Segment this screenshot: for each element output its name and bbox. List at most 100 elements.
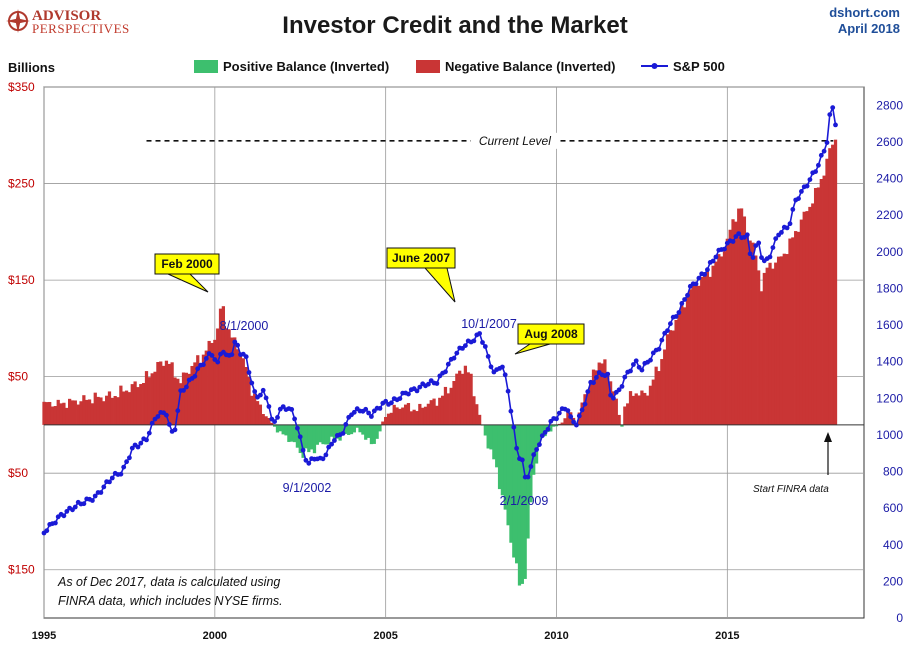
right-tick-label: 2400 bbox=[876, 172, 903, 186]
positive-balance-bar bbox=[500, 424, 505, 496]
negative-balance-bar bbox=[238, 355, 243, 425]
positive-balance-bar bbox=[321, 424, 325, 445]
sp500-point bbox=[203, 356, 209, 361]
negative-balance-bar bbox=[762, 272, 766, 425]
sp500-point bbox=[109, 475, 115, 481]
negative-balance-bar bbox=[765, 267, 769, 425]
positive-balance-bar bbox=[278, 424, 282, 432]
negative-balance-bar bbox=[452, 381, 456, 425]
sp500-point bbox=[414, 388, 420, 394]
negative-balance-bar bbox=[774, 262, 778, 425]
sp500-point bbox=[639, 367, 645, 373]
sp500-point bbox=[608, 392, 613, 398]
positive-balance-bar bbox=[281, 424, 285, 435]
sp500-point bbox=[303, 457, 309, 463]
sp500-point bbox=[329, 441, 334, 447]
negative-balance-bar bbox=[247, 376, 251, 425]
negative-balance-bar bbox=[463, 365, 468, 425]
sp500-point bbox=[275, 415, 280, 420]
sp500-point bbox=[804, 183, 810, 189]
negative-balance-bar bbox=[62, 402, 66, 425]
positive-balance-bar bbox=[287, 424, 291, 442]
sp500-point bbox=[260, 387, 266, 393]
sp500-point bbox=[622, 374, 628, 380]
negative-balance-bar bbox=[187, 373, 191, 425]
sp500-point bbox=[648, 357, 653, 363]
sp500-point bbox=[779, 230, 784, 235]
negative-balance-bar bbox=[150, 373, 154, 425]
negative-balance-bar bbox=[640, 390, 644, 425]
positive-balance-bar bbox=[366, 424, 371, 438]
negative-balance-bar bbox=[674, 319, 678, 425]
negative-balance-bar bbox=[648, 385, 653, 425]
sp500-point bbox=[363, 406, 369, 412]
negative-balance-bar bbox=[788, 238, 792, 425]
negative-balance-bar bbox=[680, 303, 684, 425]
positive-balance-bar bbox=[483, 424, 487, 436]
negative-balance-bar bbox=[127, 392, 132, 425]
negative-balance-bar bbox=[816, 187, 821, 425]
positive-balance-bar bbox=[515, 424, 519, 564]
negative-balance-bar bbox=[663, 349, 667, 425]
sp500-point bbox=[736, 231, 742, 237]
negative-balance-bar bbox=[460, 373, 465, 425]
sp500-point bbox=[773, 236, 779, 242]
negative-balance-bar bbox=[589, 380, 593, 425]
negative-balance-bar bbox=[475, 404, 479, 425]
negative-balance-bar bbox=[73, 400, 77, 425]
negative-balance-bar bbox=[677, 314, 681, 425]
negative-balance-bar bbox=[683, 307, 687, 425]
sp500-point bbox=[300, 447, 306, 453]
positive-balance-bar bbox=[327, 424, 331, 445]
sp500-point bbox=[292, 416, 297, 422]
sp500-point bbox=[807, 177, 813, 183]
right-tick-label: 2600 bbox=[876, 135, 903, 149]
sp500-point bbox=[611, 395, 616, 401]
negative-balance-bar bbox=[731, 219, 735, 425]
negative-balance-bar bbox=[802, 211, 806, 425]
right-tick-label: 200 bbox=[883, 574, 903, 588]
negative-balance-bar bbox=[591, 369, 596, 425]
sp500-point bbox=[576, 413, 582, 419]
left-tick-label: $150 bbox=[8, 273, 35, 287]
negative-balance-bar bbox=[96, 396, 100, 425]
sp500-point bbox=[565, 408, 571, 413]
negative-balance-bar bbox=[734, 221, 738, 425]
sp500-point bbox=[705, 267, 710, 273]
negative-balance-bar bbox=[423, 406, 428, 425]
negative-balance-bar bbox=[717, 254, 721, 425]
negative-balance-bar bbox=[785, 254, 789, 425]
left-axis-title: Billions bbox=[8, 60, 55, 75]
negative-balance-bar bbox=[144, 371, 149, 425]
sp500-point bbox=[682, 297, 687, 302]
positive-balance-bar bbox=[275, 424, 280, 433]
sp500-point bbox=[146, 430, 152, 436]
sp500-point bbox=[750, 255, 756, 260]
sp500-point bbox=[571, 419, 576, 425]
positive-balance-bar bbox=[620, 424, 624, 427]
sp500-point bbox=[61, 513, 67, 519]
negative-balance-bar bbox=[660, 359, 664, 425]
sp500-point bbox=[138, 440, 144, 446]
negative-balance-bar bbox=[665, 334, 670, 425]
positive-balance-bar bbox=[509, 424, 513, 543]
negative-balance-bar bbox=[813, 188, 818, 425]
x-tick-label: 1995 bbox=[32, 630, 56, 642]
source-label: dshort.com bbox=[829, 5, 900, 20]
negative-balance-bar bbox=[56, 399, 60, 425]
negative-balance-bar bbox=[196, 355, 200, 425]
credit-balance-bars bbox=[42, 139, 838, 586]
logo-line-1: ADVISOR bbox=[32, 8, 101, 24]
sp500-point bbox=[556, 410, 562, 416]
footnote-line-2: FINRA data, which includes NYSE firms. bbox=[58, 594, 283, 608]
negative-balance-bar bbox=[754, 255, 758, 425]
right-tick-label: 2000 bbox=[876, 245, 903, 259]
negative-balance-bar bbox=[198, 363, 203, 425]
negative-balance-bar bbox=[714, 261, 718, 425]
sp500-point bbox=[280, 404, 286, 409]
finra-start-marker: Start FINRA data bbox=[753, 432, 832, 495]
negative-balance-bar bbox=[449, 387, 453, 425]
negative-balance-bar bbox=[113, 396, 117, 425]
sp500-point bbox=[605, 371, 611, 377]
negative-balance-bar bbox=[791, 237, 795, 425]
